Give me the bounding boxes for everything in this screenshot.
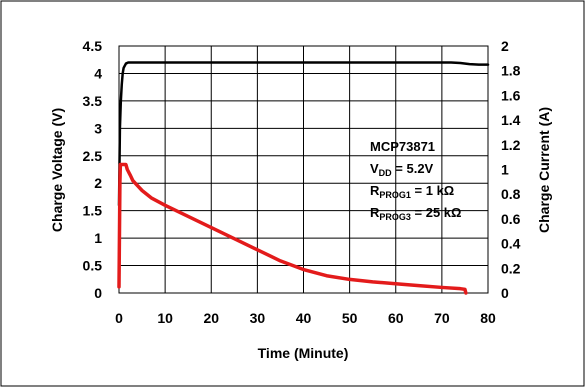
y-left-tick-label: 0.5 xyxy=(83,258,103,274)
annotation-rprog3-symbol: R xyxy=(370,205,380,220)
y-left-tick-label: 2.5 xyxy=(83,148,103,164)
y-left-tick-label: 2 xyxy=(94,175,102,191)
series-line-charge-voltage xyxy=(117,61,490,207)
x-tick-labels: 0 10 20 30 40 50 60 70 80 xyxy=(115,310,496,326)
annotation-vdd: VDD = 5.2V xyxy=(370,161,434,178)
chart-annotation: MCP73871 VDD = 5.2V RPROG1 = 1 kΩ RPROG3… xyxy=(370,139,461,222)
x-tick-label: 40 xyxy=(296,310,312,326)
annotation-vdd-symbol: V xyxy=(370,161,379,176)
y-left-tick-label: 4.5 xyxy=(83,38,103,54)
series-line-charge-current xyxy=(117,162,468,295)
annotation-rprog1-subscript: PROG1 xyxy=(379,190,411,200)
y-right-tick-label: 0.4 xyxy=(501,236,521,252)
x-tick-label: 60 xyxy=(388,310,404,326)
y-left-tick-labels: 0 0.5 1 1.5 2 2.5 3 3.5 4 4.5 xyxy=(83,38,103,301)
y-left-axis-title: Charge Voltage (V) xyxy=(49,108,65,232)
annotation-device: MCP73871 xyxy=(370,139,435,154)
y-right-tick-label: 0.8 xyxy=(501,186,521,202)
annotation-rprog3-subscript: PROG3 xyxy=(379,212,411,222)
x-tick-label: 80 xyxy=(480,310,496,326)
y-left-tick-label: 3.5 xyxy=(83,93,103,109)
series-layer xyxy=(117,61,490,295)
x-tick-label: 50 xyxy=(342,310,358,326)
annotation-rprog1-symbol: R xyxy=(370,183,380,198)
x-tick-label: 0 xyxy=(115,310,123,326)
y-left-tick-label: 0 xyxy=(94,285,102,301)
annotation-rprog1-value: = 1 kΩ xyxy=(411,183,454,198)
y-right-tick-labels: 0 0.2 0.4 0.6 0.8 1 1.2 1.4 1.6 1.8 2 xyxy=(501,38,521,301)
annotation-rprog1: RPROG1 = 1 kΩ xyxy=(370,183,454,200)
y-right-tick-label: 1 xyxy=(501,162,509,178)
y-left-tick-label: 4 xyxy=(94,65,102,81)
y-right-tick-label: 1.4 xyxy=(501,112,521,128)
x-tick-label: 70 xyxy=(434,310,450,326)
y-right-axis-title: Charge Current (A) xyxy=(536,107,552,233)
y-right-tick-label: 1.6 xyxy=(501,87,521,103)
y-left-tick-label: 1 xyxy=(94,230,102,246)
y-right-tick-label: 0.2 xyxy=(501,260,521,276)
x-tick-label: 20 xyxy=(203,310,219,326)
annotation-rprog3-value: = 25 kΩ xyxy=(411,205,462,220)
y-right-tick-label: 2 xyxy=(501,38,509,54)
annotation-vdd-value: = 5.2V xyxy=(392,161,434,176)
x-axis-title: Time (Minute) xyxy=(258,345,349,361)
x-tick-label: 10 xyxy=(157,310,173,326)
grid-lines xyxy=(119,46,488,293)
y-right-tick-label: 0.6 xyxy=(501,211,521,227)
y-left-tick-label: 3 xyxy=(94,120,102,136)
annotation-vdd-subscript: DD xyxy=(379,168,392,178)
y-right-tick-label: 1.8 xyxy=(501,63,521,79)
y-right-tick-label: 0 xyxy=(501,285,509,301)
y-right-tick-label: 1.2 xyxy=(501,137,521,153)
x-tick-label: 30 xyxy=(250,310,266,326)
annotation-rprog3: RPROG3 = 25 kΩ xyxy=(370,205,461,222)
y-left-tick-label: 1.5 xyxy=(83,203,103,219)
